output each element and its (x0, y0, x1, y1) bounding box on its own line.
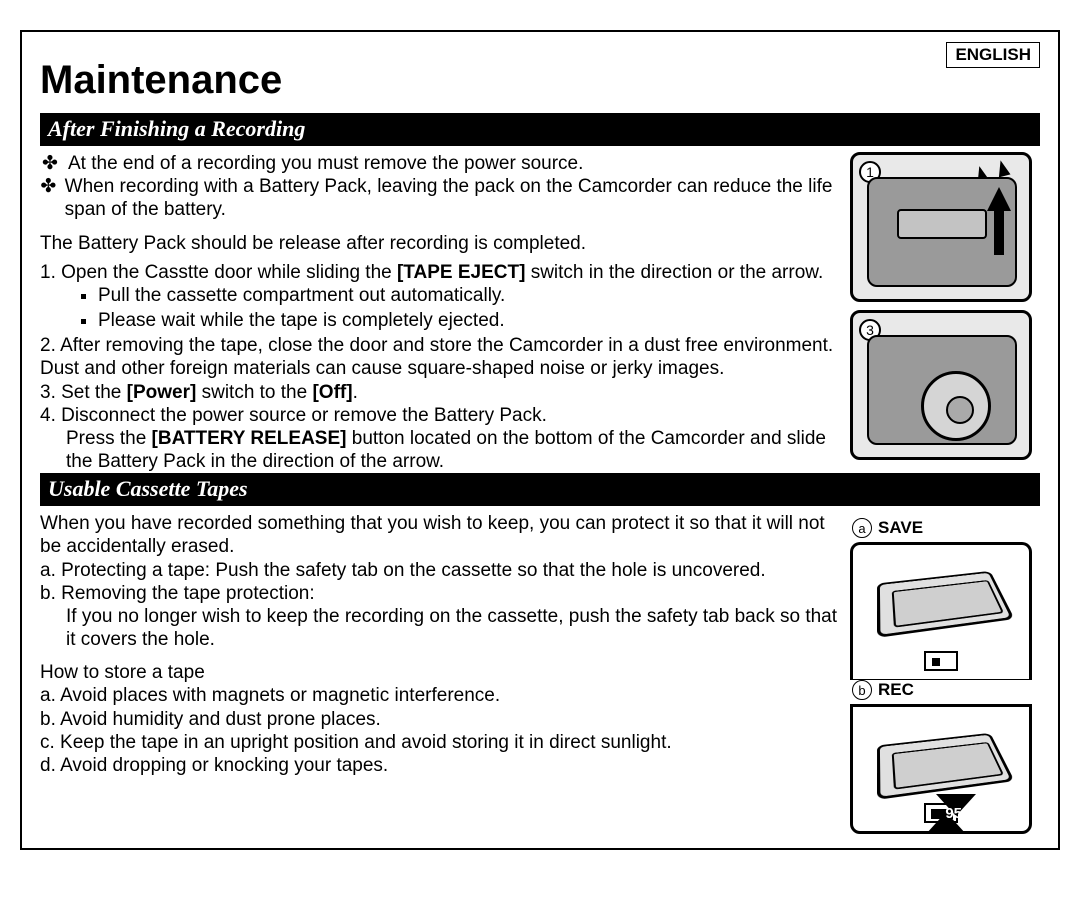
step1-sublist: Pull the cassette compartment out automa… (98, 284, 842, 332)
s2-pb2: If you no longer wish to keep the record… (66, 605, 842, 651)
manual-page: ENGLISH Maintenance After Finishing a Re… (20, 30, 1060, 850)
step4-bold: [BATTERY RELEASE] (152, 428, 347, 449)
step1-pre: 1. Open the Casstte door while sliding t… (40, 262, 397, 283)
bullet-2-text: When recording with a Battery Pack, leav… (65, 175, 842, 221)
step3-post: . (353, 382, 358, 403)
maltese-bullet-icon: ✤ (40, 152, 60, 175)
step-1: 1. Open the Casstte door while sliding t… (40, 261, 842, 284)
page-number: 95 (945, 805, 962, 822)
step4-pre: Press the (66, 428, 152, 449)
step3-mid: switch to the (196, 382, 312, 403)
rec-label: REC (878, 680, 914, 700)
store-heading: How to store a tape (40, 661, 842, 684)
power-dial-icon (921, 371, 991, 441)
illustration-3: 3 (850, 310, 1032, 460)
section1-illustrations: 1 3 (850, 152, 1040, 473)
circle-a: a (852, 518, 872, 538)
store-a: a. Avoid places with magnets or magnetic… (40, 684, 842, 707)
cassette-slot-icon (897, 209, 987, 239)
bullet-2: ✤ When recording with a Battery Pack, le… (40, 175, 842, 221)
step1-post: switch in the direction or the arrow. (525, 262, 823, 283)
section2-text: When you have recorded something that yo… (40, 512, 842, 834)
store-b: b. Avoid humidity and dust prone places. (40, 708, 842, 731)
section1-text: ✤ At the end of a recording you must rem… (40, 152, 842, 473)
circle-b: b (852, 680, 872, 700)
step-4-line2: Press the [BATTERY RELEASE] button locat… (66, 427, 842, 473)
cassette-icon (877, 571, 1015, 638)
bullet-1-text: At the end of a recording you must remov… (68, 152, 583, 175)
section-heading-1: After Finishing a Recording (40, 113, 1040, 146)
store-d: d. Avoid dropping or knocking your tapes… (40, 754, 842, 777)
step-3: 3. Set the [Power] switch to the [Off]. (40, 381, 842, 404)
illustration-1: 1 (850, 152, 1032, 302)
step1-sub-1: Pull the cassette compartment out automa… (98, 284, 842, 307)
step1-sub-2: Please wait while the tape is completely… (98, 309, 842, 332)
save-label: SAVE (878, 518, 923, 538)
maltese-bullet-icon: ✤ (40, 175, 57, 221)
language-badge: ENGLISH (946, 42, 1040, 68)
s2-pb: b. Removing the tape protection: (40, 582, 842, 605)
s2-pa: a. Protecting a tape: Push the safety ta… (40, 559, 842, 582)
step-2: 2. After removing the tape, close the do… (40, 334, 842, 380)
section1-columns: ✤ At the end of a recording you must rem… (40, 152, 1040, 473)
cassette-a-label: a SAVE (852, 518, 1040, 538)
step-4-line1: 4. Disconnect the power source or remove… (40, 404, 842, 427)
arrow-up-icon (987, 187, 1011, 211)
page-title: Maintenance (40, 58, 1040, 103)
section2-illustrations: a SAVE b REC 95 (850, 512, 1040, 834)
step1-bold: [TAPE EJECT] (397, 262, 525, 283)
step3-b2: [Off] (312, 382, 352, 403)
camcorder-icon (867, 335, 1017, 445)
section2-columns: When you have recorded something that yo… (40, 512, 1040, 834)
safety-tab-open-icon (924, 651, 958, 671)
step3-pre: 3. Set the (40, 382, 127, 403)
step3-b1: [Power] (127, 382, 197, 403)
store-c: c. Keep the tape in an upright position … (40, 731, 842, 754)
s2-p1: When you have recorded something that yo… (40, 512, 842, 558)
cassette-save-illustration (850, 542, 1032, 680)
section-heading-2: Usable Cassette Tapes (40, 473, 1040, 506)
intro-line: The Battery Pack should be release after… (40, 232, 842, 255)
cassette-icon (877, 733, 1015, 800)
bullet-1: ✤ At the end of a recording you must rem… (40, 152, 842, 175)
cassette-b-label: b REC (852, 680, 1040, 700)
